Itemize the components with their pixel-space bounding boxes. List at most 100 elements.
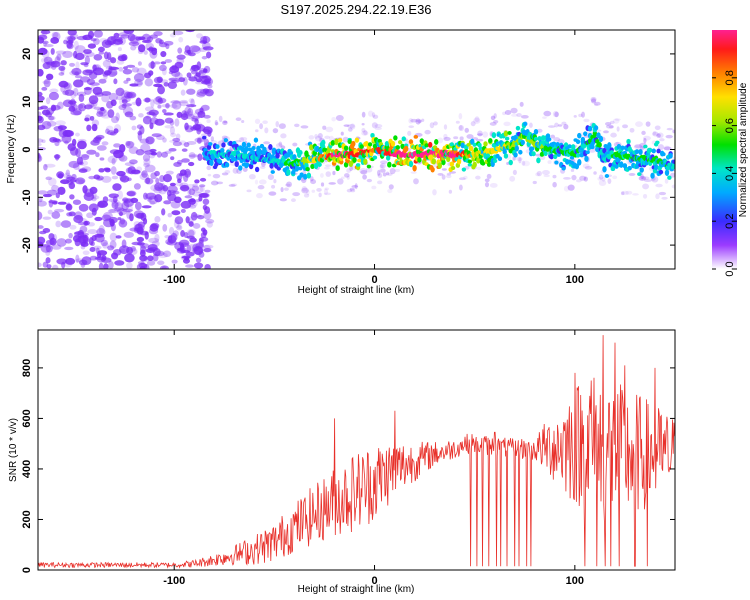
noise-blob xyxy=(63,83,71,89)
halo-blob xyxy=(516,112,522,118)
noise-blob xyxy=(75,148,81,158)
noise-blob xyxy=(148,237,160,244)
ridge-cell xyxy=(626,138,631,145)
spectrogram-marks xyxy=(38,30,675,269)
noise-blob xyxy=(124,162,135,167)
halo-blob xyxy=(415,118,421,125)
noise-blob xyxy=(93,53,103,61)
halo-blob xyxy=(633,145,641,149)
noise-blob xyxy=(144,164,156,173)
snr-axes: -100 0 100 0 200 400 600 800 xyxy=(21,330,675,587)
ridge-cell xyxy=(251,145,256,151)
halo-blob xyxy=(643,135,651,141)
ridge-cell xyxy=(270,170,275,174)
noise-blob xyxy=(206,51,212,59)
noise-blob xyxy=(196,61,202,71)
ridge-cell xyxy=(254,166,260,173)
halo-blob xyxy=(377,173,383,178)
noise-blob xyxy=(46,189,58,196)
noise-blob xyxy=(96,111,104,118)
noise-blob xyxy=(52,264,59,269)
ridge-cell xyxy=(639,167,644,173)
halo-blob xyxy=(254,118,261,125)
noise-blob xyxy=(196,91,206,98)
noise-blob xyxy=(176,173,183,181)
ridge-cell xyxy=(370,132,375,138)
noise-blob xyxy=(203,247,212,253)
noise-blob xyxy=(167,185,178,193)
ridge-cell xyxy=(214,162,219,167)
halo-blob xyxy=(652,131,657,136)
noise-blob xyxy=(161,151,169,158)
noise-blob xyxy=(176,225,183,231)
noise-blob xyxy=(90,241,95,247)
halo-blob xyxy=(366,178,373,183)
halo-blob xyxy=(224,170,231,174)
ridge-cell xyxy=(209,159,214,167)
ridge-cell xyxy=(476,157,481,164)
noise-blob xyxy=(90,139,100,146)
noise-blob xyxy=(109,232,118,242)
halo-blob xyxy=(348,127,353,132)
noise-blob xyxy=(146,47,158,51)
snr-marks xyxy=(38,335,675,569)
noise-blob xyxy=(108,65,113,74)
noise-blob xyxy=(145,136,155,145)
halo-blob xyxy=(410,171,417,174)
halo-blob xyxy=(642,183,650,190)
noise-blob xyxy=(116,170,126,177)
ridge-cell xyxy=(372,155,378,160)
halo-blob xyxy=(323,192,332,196)
noise-blob xyxy=(192,214,202,218)
noise-blob xyxy=(204,88,214,97)
halo-blob xyxy=(424,129,431,135)
noise-blob xyxy=(94,216,103,222)
noise-blob xyxy=(188,76,198,82)
noise-blob xyxy=(73,79,84,88)
noise-blob xyxy=(102,59,111,68)
noise-blob xyxy=(199,67,207,76)
noise-blob xyxy=(146,196,152,202)
noise-blob xyxy=(137,61,142,66)
noise-blob xyxy=(89,186,98,194)
snr-frame xyxy=(37,329,676,571)
ridge-cell xyxy=(234,161,239,168)
noise-blob xyxy=(161,67,167,76)
noise-blob xyxy=(98,78,107,84)
halo-blob xyxy=(371,122,378,129)
noise-blob xyxy=(154,118,165,126)
noise-blob xyxy=(97,250,108,256)
noise-blob xyxy=(58,72,65,76)
noise-blob xyxy=(128,247,138,256)
noise-blob xyxy=(185,170,191,176)
ridge-cell xyxy=(577,132,582,139)
halo-blob xyxy=(536,128,543,133)
halo-blob xyxy=(490,115,496,121)
noise-blob xyxy=(196,137,202,144)
noise-blob xyxy=(170,100,181,104)
ridge-cell xyxy=(488,138,493,144)
noise-blob xyxy=(188,98,195,103)
noise-blob xyxy=(107,155,118,164)
noise-blob xyxy=(196,214,205,220)
spectrogram-ylabel: Frequency (Hz) xyxy=(6,115,17,184)
noise-blob xyxy=(57,125,67,130)
halo-blob xyxy=(210,136,215,142)
halo-blob xyxy=(563,185,570,192)
noise-blob xyxy=(109,208,116,213)
ridge-cell xyxy=(299,172,304,178)
noise-blob xyxy=(78,103,87,112)
halo-blob xyxy=(214,119,218,126)
noise-blob xyxy=(83,49,92,55)
y-tick-label: 0 xyxy=(21,567,33,573)
ridge-cell xyxy=(656,148,661,154)
noise-blob xyxy=(135,97,142,107)
halo-blob xyxy=(463,175,468,180)
noise-blob xyxy=(165,102,170,109)
ridge-cell xyxy=(643,144,648,149)
ridge-cell xyxy=(650,172,655,179)
noise-blob xyxy=(157,260,165,266)
halo-blob xyxy=(280,186,284,193)
noise-blob xyxy=(79,76,91,83)
noise-blob xyxy=(129,227,140,232)
